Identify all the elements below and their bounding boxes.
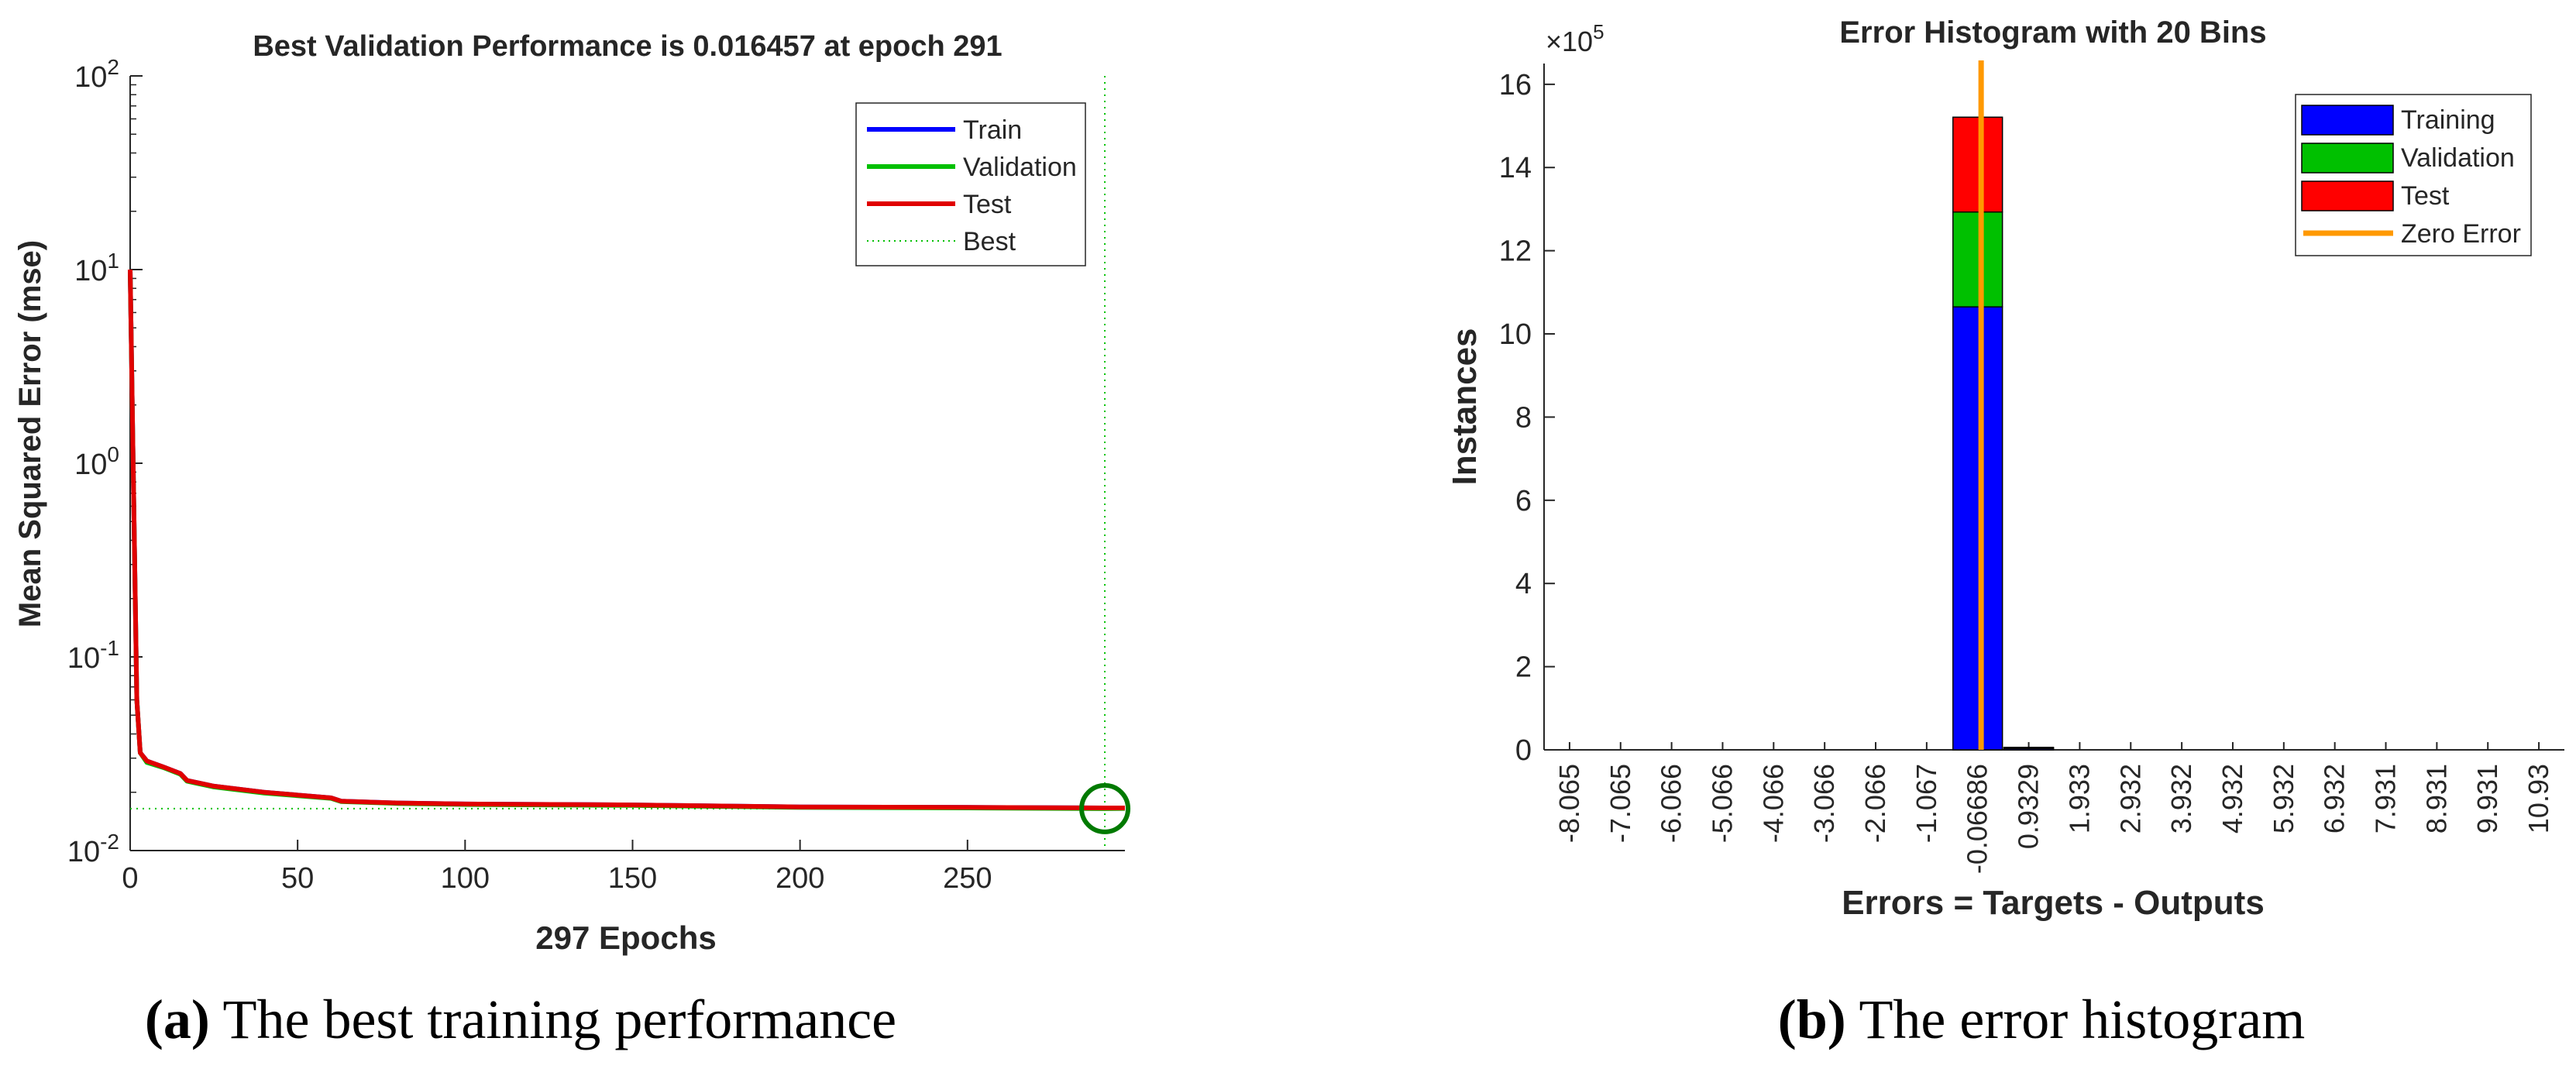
histogram-caption-label: (b) (1778, 988, 1846, 1050)
histogram-x-tick-label: 8.931 (2420, 764, 2452, 834)
legend-test-label: Test (963, 190, 1012, 219)
histogram-chart-legend: Training Validation Test Zero Error (2295, 94, 2532, 256)
histogram-y-tick-label: 4 (1515, 568, 1532, 600)
histogram-chart-y-axis-label: Instances (1446, 328, 1484, 486)
histogram-chart-axes: 0 2 4 6 8 10 12 14 16 -8.065 -7.065 -6.066 -5.066 -4.… (1499, 64, 2564, 874)
performance-y-tick-exp: -2 (100, 830, 119, 854)
legend-training-swatch (2301, 105, 2394, 136)
histogram-x-tick-label: -5.066 (1707, 764, 1739, 843)
performance-x-tick-label: 250 (943, 862, 992, 895)
histogram-chart-title: Error Histogram with 20 Bins (1839, 15, 2266, 50)
legend-train-label: Train (963, 115, 1022, 145)
legend-test-label: Test (2401, 181, 2450, 211)
histogram-chart-bars (1952, 60, 2055, 751)
performance-x-tick-label: 0 (122, 862, 138, 895)
performance-caption-label: (a) (145, 988, 210, 1050)
legend-training-label: Training (2401, 105, 2495, 135)
histogram-caption: (b) The error histogram (1778, 988, 2306, 1050)
histogram-x-tick-label: 9.931 (2471, 764, 2503, 834)
legend-validation-swatch (2301, 143, 2394, 174)
histogram-x-tick-label: -2.066 (1859, 764, 1891, 843)
histogram-x-tick-label: 3.932 (2165, 764, 2197, 834)
performance-x-tick-label: 50 (281, 862, 314, 895)
histogram-x-tick-label: 0.9329 (2013, 764, 2045, 849)
legend-validation-label: Validation (2401, 143, 2515, 173)
performance-x-tick-label: 200 (776, 862, 824, 895)
test-bar (1952, 116, 2003, 213)
training-bar (1952, 306, 2003, 751)
performance-y-tick-base: 10 (67, 642, 100, 675)
histogram-x-tick-label: 6.932 (2319, 764, 2351, 834)
histogram-x-tick-label: 5.932 (2268, 764, 2299, 834)
performance-chart-x-axis-label: 297 Epochs (535, 919, 716, 956)
histogram-y-tick-label: 6 (1515, 485, 1532, 517)
histogram-x-tick-label: -7.065 (1604, 764, 1636, 843)
histogram-y-multiplier-exp: 5 (1593, 20, 1604, 43)
histogram-x-tick-label: 7.931 (2370, 764, 2402, 834)
legend-zero-error-label: Zero Error (2401, 219, 2521, 249)
histogram-x-tick-label: 10.93 (2523, 764, 2554, 834)
validation-bar (1952, 211, 2003, 308)
performance-chart-legend: Train Validation Test Best (855, 102, 1086, 266)
performance-y-tick-label: 102 (74, 55, 119, 94)
histogram-y-tick-label: 2 (1515, 651, 1532, 684)
histogram-y-tick-label: 16 (1499, 69, 1532, 101)
performance-y-tick-label: 101 (74, 249, 119, 287)
histogram-y-tick-label: 8 (1515, 401, 1532, 434)
histogram-x-tick-label: 4.932 (2217, 764, 2248, 834)
histogram-y-multiplier: ×105 (1546, 20, 1604, 57)
histogram-x-tick-label: -6.066 (1656, 764, 1687, 843)
performance-y-tick-base: 10 (67, 836, 100, 868)
performance-x-tick-label: 100 (441, 862, 490, 895)
histogram-y-tick-label: 10 (1499, 318, 1532, 351)
histogram-x-tick-label: 2.932 (2114, 764, 2146, 834)
performance-x-tick-label: 150 (608, 862, 657, 895)
legend-validation-label: Validation (963, 153, 1077, 182)
histogram-x-tick-label: 1.933 (2063, 764, 2095, 834)
legend-test-swatch (2301, 180, 2394, 211)
performance-chart-series (128, 76, 1131, 851)
histogram-x-tick-label: -0.06686 (1962, 764, 1993, 874)
performance-y-tick-exp: 2 (107, 55, 119, 79)
performance-y-tick-exp: -1 (100, 636, 119, 660)
histogram-y-tick-label: 0 (1515, 734, 1532, 767)
performance-caption: (a) The best training performance (145, 988, 896, 1050)
histogram-x-tick-label: -1.067 (1911, 764, 1942, 843)
histogram-y-tick-label: 14 (1499, 152, 1532, 184)
histogram-y-multiplier-base: ×10 (1546, 26, 1593, 57)
performance-y-tick-base: 10 (74, 449, 107, 481)
best-epoch-marker (1079, 782, 1131, 834)
performance-y-tick-base: 10 (74, 61, 107, 94)
histogram-chart-x-axis-label: Errors = Targets - Outputs (1842, 884, 2265, 922)
performance-y-tick-exp: 1 (107, 249, 119, 273)
performance-chart-y-axis-label: Mean Squared Error (mse) (13, 240, 47, 627)
performance-chart: Best Validation Performance is 0.016457 … (13, 30, 1131, 1050)
performance-chart-title: Best Validation Performance is 0.016457 … (253, 30, 1002, 63)
performance-y-tick-label: 10-2 (67, 830, 119, 868)
histogram-x-tick-label: -4.066 (1757, 764, 1789, 843)
histogram-x-tick-label: -3.066 (1808, 764, 1840, 843)
histogram-caption-text: The error histogram (1846, 988, 2306, 1050)
performance-y-tick-label: 10-1 (67, 636, 119, 675)
histogram-y-tick-label: 12 (1499, 235, 1532, 268)
legend-best-label: Best (963, 227, 1016, 256)
histogram-chart: Error Histogram with 20 Bins Instances E… (1446, 15, 2564, 1050)
performance-y-tick-exp: 0 (107, 442, 119, 466)
histogram-x-tick-label: -8.065 (1553, 764, 1585, 843)
performance-caption-text: The best training performance (210, 988, 896, 1050)
performance-y-tick-base: 10 (74, 255, 107, 287)
test-line (128, 269, 1125, 810)
performance-y-tick-label: 100 (74, 442, 119, 481)
